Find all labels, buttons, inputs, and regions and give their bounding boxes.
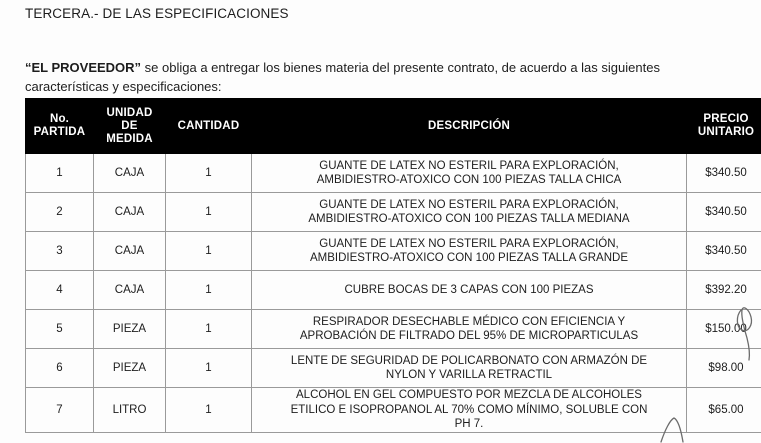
cell-precio-unitario: $98.00 — [686, 348, 761, 388]
descripcion-line: LENTE DE SEGURIDAD DE POLICARBONATO CON … — [290, 354, 648, 367]
cell-unidad-medida: PIEZA — [93, 348, 166, 388]
column-header-cantidad: CANTIDAD — [165, 98, 252, 154]
column-header-line: DESCRIPCIÓN — [427, 119, 511, 132]
cell-unidad-medida: CAJA — [93, 153, 166, 193]
column-header-line: CANTIDAD — [177, 119, 240, 132]
cell-no-partida: 4 — [25, 270, 94, 310]
column-header-line: MEDIDA — [106, 132, 153, 145]
cell-unidad-medida: CAJA — [93, 231, 166, 271]
table-row: 1 CAJA 1 GUANTE DE LATEX NO ESTERIL PARA EX… — [25, 153, 761, 193]
cell-descripcion: GUANTE DE LATEX NO ESTERIL PARA EXPLORAC… — [251, 231, 687, 271]
cell-precio-unitario: $150.00 — [686, 309, 761, 349]
table-row: 4 CAJA 1 CUBRE BOCAS DE 3 CAPAS CON 100 PIE… — [25, 270, 761, 310]
cell-precio-unitario: $340.50 — [686, 192, 761, 232]
descripcion-line: AMBIDIESTRO-ATOXICO CON 100 PIEZAS TALLA… — [316, 174, 622, 186]
descripcion-line: GUANTE DE LATEX NO ESTERIL PARA EXPLORAC… — [319, 159, 619, 172]
specifications-table-container: No. PARTIDA UNIDAD DE MEDIDA CANTIDAD DE… — [25, 98, 761, 433]
cell-cantidad: 1 — [165, 192, 252, 232]
cell-unidad-medida: CAJA — [93, 192, 166, 232]
cell-cantidad: 1 — [165, 348, 252, 388]
table-row: 2 CAJA 1 GUANTE DE LATEX NO ESTERIL PARA EX… — [25, 192, 761, 232]
descripcion-line: APROBACIÓN DE FILTRADO DEL 95% DE MICROP… — [299, 330, 639, 342]
descripcion-line: GUANTE DE LATEX NO ESTERIL PARA EXPLORAC… — [319, 237, 619, 250]
descripcion-line: AMBIDIESTRO-ATOXICO CON 100 PIEZAS TALLA… — [308, 213, 630, 225]
intro-paragraph-party: “EL PROVEEDOR” — [25, 60, 142, 75]
intro-paragraph-rest: se obliga a entregar los bienes materia … — [25, 60, 660, 94]
cell-no-partida: 6 — [25, 348, 94, 388]
cell-precio-unitario: $65.00 — [686, 387, 761, 433]
cell-descripcion: ALCOHOL EN GEL COMPUESTO POR MEZCLA DE A… — [251, 387, 687, 433]
cell-cantidad: 1 — [165, 387, 252, 433]
intro-paragraph: “EL PROVEEDOR” se obliga a entregar los … — [25, 58, 745, 96]
column-header-line: UNIDAD — [106, 106, 153, 119]
cell-descripcion: CUBRE BOCAS DE 3 CAPAS CON 100 PIEZAS — [251, 270, 687, 310]
cell-precio-unitario: $340.50 — [686, 153, 761, 193]
table-row: 6 PIEZA 1 LENTE DE SEGURIDAD DE POLICARBONA… — [25, 348, 761, 388]
cell-precio-unitario: $392.20 — [686, 270, 761, 310]
cell-cantidad: 1 — [165, 270, 252, 310]
column-header-precio-unitario: PRECIO UNITARIO — [686, 98, 761, 154]
table-head: No. PARTIDA UNIDAD DE MEDIDA CANTIDAD DE… — [25, 98, 761, 154]
cell-cantidad: 1 — [165, 309, 252, 349]
descripcion-line: CUBRE BOCAS DE 3 CAPAS CON 100 PIEZAS — [344, 283, 594, 296]
descripcion-line: GUANTE DE LATEX NO ESTERIL PARA EXPLORAC… — [319, 198, 619, 211]
cell-descripcion: GUANTE DE LATEX NO ESTERIL PARA EXPLORAC… — [251, 153, 687, 193]
cell-no-partida: 5 — [25, 309, 94, 349]
cell-unidad-medida: PIEZA — [93, 309, 166, 349]
column-header-line: No. — [49, 113, 70, 125]
cell-descripcion: LENTE DE SEGURIDAD DE POLICARBONATO CON … — [251, 348, 687, 388]
cell-no-partida: 7 — [25, 387, 94, 433]
descripcion-line: ALCOHOL EN GEL COMPUESTO POR MEZCLA DE A… — [296, 389, 642, 401]
cell-no-partida: 1 — [25, 153, 94, 193]
descripcion-line: RESPIRADOR DESECHABLE MÉDICO CON EFICIEN… — [312, 315, 626, 328]
column-header-line: DE — [121, 119, 138, 132]
table-row: 5 PIEZA 1 RESPIRADOR DESECHABLE MÉDICO CON … — [25, 309, 761, 349]
column-header-unidad-medida: UNIDAD DE MEDIDA — [93, 98, 166, 154]
cell-no-partida: 2 — [25, 192, 94, 232]
cell-descripcion: GUANTE DE LATEX NO ESTERIL PARA EXPLORAC… — [251, 192, 687, 232]
clause-heading: TERCERA.- DE LAS ESPECIFICACIONES — [25, 6, 289, 21]
cell-unidad-medida: LITRO — [93, 387, 166, 433]
column-header-no-partida: No. PARTIDA — [25, 98, 94, 154]
specifications-table: No. PARTIDA UNIDAD DE MEDIDA CANTIDAD DE… — [25, 98, 761, 433]
column-header-descripcion: DESCRIPCIÓN — [251, 98, 687, 154]
column-header-line: PRECIO — [703, 113, 749, 125]
cell-descripcion: RESPIRADOR DESECHABLE MÉDICO CON EFICIEN… — [251, 309, 687, 349]
descripcion-line: AMBIDIESTRO-ATOXICO CON 100 PIEZAS TALLA… — [309, 252, 629, 264]
table-row: 7 LITRO 1 ALCOHOL EN GEL COMPUESTO POR MEZC… — [25, 387, 761, 433]
descripcion-line: ETILICO E ISOPROPANOL AL 70% COMO MÍNIMO… — [290, 403, 648, 416]
column-header-line: PARTIDA — [33, 126, 86, 138]
table-body: 1 CAJA 1 GUANTE DE LATEX NO ESTERIL PARA EX… — [25, 153, 761, 433]
cell-no-partida: 3 — [25, 231, 94, 271]
column-header-line: UNITARIO — [697, 126, 755, 138]
cell-cantidad: 1 — [165, 231, 252, 271]
table-row: 3 CAJA 1 GUANTE DE LATEX NO ESTERIL PARA EX… — [25, 231, 761, 271]
cell-unidad-medida: CAJA — [93, 270, 166, 310]
descripcion-line: NYLON Y VARILLA RETRACTIL — [385, 369, 553, 381]
cell-cantidad: 1 — [165, 153, 252, 193]
table-header-row: No. PARTIDA UNIDAD DE MEDIDA CANTIDAD DE… — [25, 98, 761, 154]
descripcion-line: PH 7. — [454, 418, 484, 430]
cell-precio-unitario: $340.50 — [686, 231, 761, 271]
